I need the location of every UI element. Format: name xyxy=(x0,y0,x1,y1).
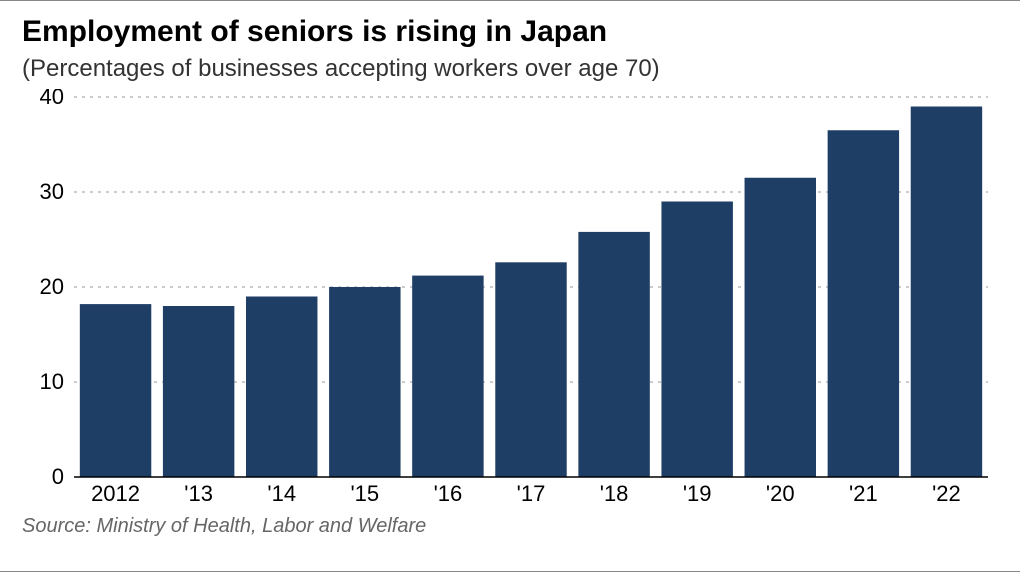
x-tick-label: '17 xyxy=(517,481,546,506)
x-tick-label: '15 xyxy=(350,481,379,506)
x-tick-label: '21 xyxy=(849,481,878,506)
y-tick-label: 40 xyxy=(40,89,64,109)
chart-card: Employment of seniors is rising in Japan… xyxy=(0,0,1020,572)
x-tick-label: '20 xyxy=(766,481,795,506)
bar xyxy=(745,178,816,477)
y-tick-label: 20 xyxy=(40,274,64,299)
bar xyxy=(495,262,566,477)
chart-subtitle: (Percentages of businesses accepting wor… xyxy=(22,55,998,83)
bar xyxy=(911,107,982,478)
x-tick-label: '18 xyxy=(600,481,629,506)
x-tick-label: '14 xyxy=(267,481,296,506)
chart-title: Employment of seniors is rising in Japan xyxy=(22,15,998,49)
y-tick-label: 30 xyxy=(40,179,64,204)
bar xyxy=(412,276,483,477)
bar-chart: 0 10 20 30 40 2012 '13 '14 '15 '16 '17 '18 '19 '20 '21… xyxy=(22,89,998,509)
x-tick-label: '22 xyxy=(932,481,961,506)
bar xyxy=(163,306,234,477)
x-tick-label: '13 xyxy=(184,481,213,506)
bar xyxy=(828,130,899,477)
bar xyxy=(661,202,732,478)
y-tick-label: 10 xyxy=(40,369,64,394)
x-tick-label: '19 xyxy=(683,481,712,506)
x-tick-label: 2012 xyxy=(91,481,140,506)
x-tick-label: '16 xyxy=(434,481,463,506)
bar xyxy=(246,297,317,478)
y-tick-label: 0 xyxy=(52,464,64,489)
bar-chart-svg: 0 10 20 30 40 2012 '13 '14 '15 '16 '17 '18 '19 '20 '21… xyxy=(22,89,998,509)
bar xyxy=(329,287,400,477)
bar xyxy=(80,304,151,477)
bar xyxy=(578,232,649,477)
chart-source: Source: Ministry of Health, Labor and We… xyxy=(22,515,998,538)
